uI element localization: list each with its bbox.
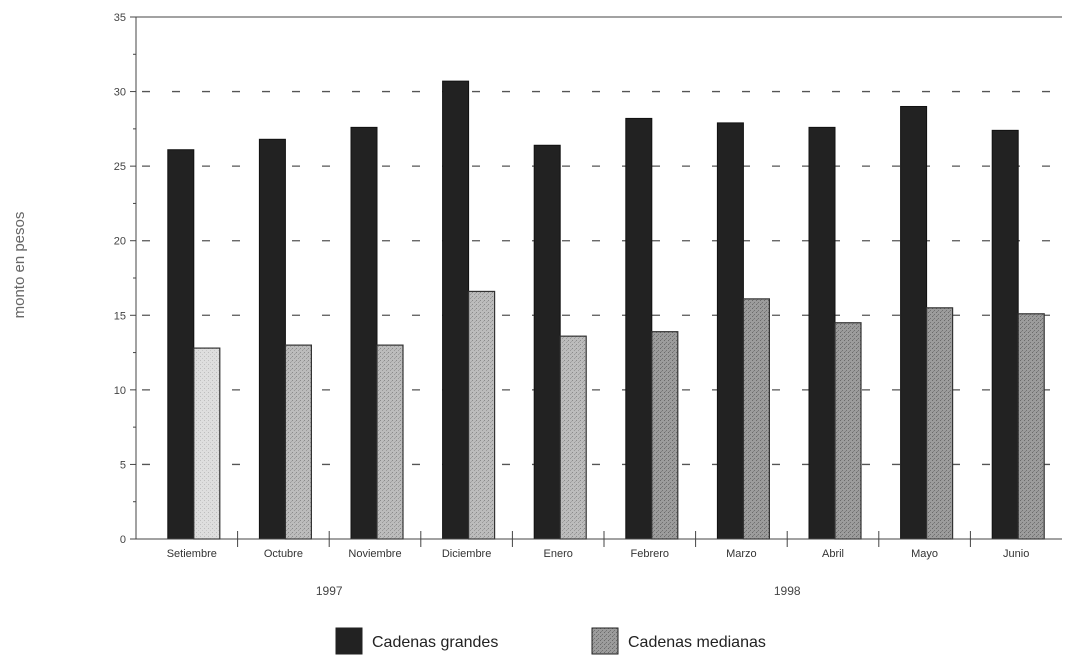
legend-swatch-cadenas-grandes [335, 627, 363, 655]
bar-cadenas-medianas [284, 344, 312, 540]
x-tick-label: Diciembre [442, 548, 492, 560]
bar-cadenas-grandes [350, 126, 378, 540]
legend: Cadenas grandes Cadenas medianas [335, 627, 766, 655]
x-tick-label: Setiembre [167, 548, 217, 560]
bar-cadenas-medianas [468, 290, 496, 540]
bar-cadenas-medianas [1017, 313, 1045, 540]
bar-cadenas-grandes [442, 80, 470, 540]
legend-label-cadenas-medianas: Cadenas medianas [628, 634, 766, 651]
bar-cadenas-medianas [651, 331, 679, 540]
bar-cadenas-grandes [808, 126, 836, 540]
y-axis-ticks: 0 5 10 15 20 25 30 35 [114, 12, 137, 546]
bar-cadenas-grandes [167, 149, 195, 540]
y-tick-label: 25 [114, 161, 126, 173]
y-tick-label: 10 [114, 385, 126, 397]
x-tick-label: Noviembre [348, 548, 401, 560]
bar-cadenas-grandes [625, 117, 653, 540]
y-tick-label: 5 [120, 459, 126, 471]
y-tick-label: 15 [114, 310, 126, 322]
y-tick-label: 30 [114, 87, 126, 99]
x-tick-label: Enero [544, 548, 573, 560]
bar-cadenas-medianas [834, 322, 862, 540]
x-axis: Setiembre Octubre Noviembre Diciembre Enero F… [136, 531, 1062, 560]
y-axis-label: monto en pesos [11, 212, 28, 319]
bar-cadenas-grandes [533, 144, 561, 540]
x-tick-label: Febrero [631, 548, 670, 560]
y-tick-label: 0 [120, 534, 126, 546]
bar-cadenas-medianas [925, 307, 954, 540]
bar-cadenas-grandes [991, 129, 1019, 540]
legend-label-cadenas-grandes: Cadenas grandes [372, 634, 498, 651]
x-tick-label: Octubre [264, 548, 303, 560]
x-tick-label: Marzo [726, 548, 757, 560]
bars [167, 80, 1045, 540]
x-tick-label: Junio [1003, 548, 1029, 560]
legend-swatch-cadenas-medianas [591, 627, 619, 655]
bar-cadenas-medianas [742, 298, 771, 540]
x-tick-label: Abril [822, 548, 844, 560]
y-tick-label: 35 [114, 12, 126, 24]
year-label: 1997 [316, 584, 343, 598]
bar-cadenas-medianas [376, 344, 404, 540]
y-tick-label: 20 [114, 236, 126, 248]
year-label: 1998 [774, 584, 801, 598]
x-tick-label: Mayo [911, 548, 938, 560]
year-labels: 1997 1998 [316, 584, 801, 598]
bar-cadenas-medianas [559, 335, 587, 540]
bar-cadenas-grandes [900, 105, 928, 540]
bar-cadenas-grandes [716, 122, 744, 540]
bar-cadenas-medianas [193, 347, 221, 540]
bar-cadenas-grandes [258, 138, 286, 540]
